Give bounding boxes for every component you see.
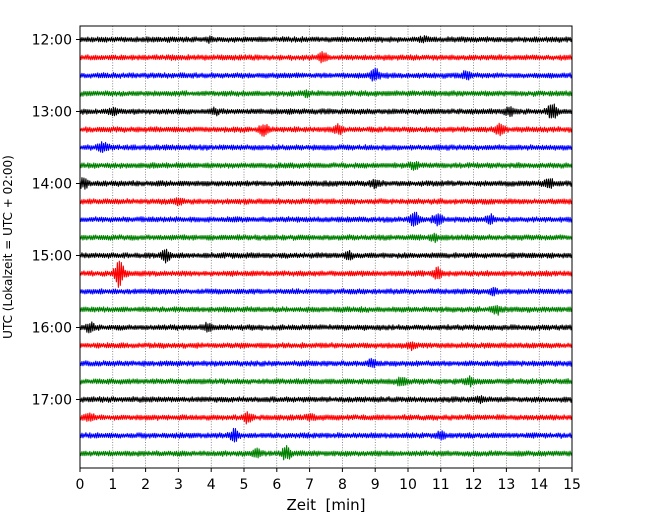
y-tick-label: 13:00 — [32, 105, 72, 121]
x-tick-label: 12 — [465, 477, 483, 493]
x-tick-label: 13 — [497, 477, 515, 493]
x-grid — [112, 26, 540, 468]
y-tick-label: 12:00 — [32, 33, 72, 49]
trace-1600 — [79, 321, 573, 334]
trace-1545 — [79, 304, 573, 316]
seismogram-traces — [79, 35, 573, 461]
trace-1215 — [79, 50, 573, 64]
trace-1500 — [79, 248, 573, 264]
x-tick-label: 9 — [371, 477, 380, 493]
trace-1445 — [79, 232, 573, 244]
y-tick-label: 15:00 — [32, 249, 72, 265]
trace-1730 — [79, 427, 573, 443]
trace-1615 — [79, 341, 573, 352]
x-tick-label: 11 — [432, 477, 450, 493]
x-tick-label: 6 — [272, 477, 281, 493]
y-tick-label: 14:00 — [32, 177, 72, 193]
x-tick-label: 5 — [240, 477, 249, 493]
trace-1645 — [79, 375, 573, 388]
x-tick-label: 10 — [399, 477, 417, 493]
trace-1515 — [79, 260, 573, 288]
y-tick-label: 17:00 — [32, 393, 72, 409]
x-tick-label: 4 — [207, 477, 216, 493]
x-tick-label: 2 — [141, 477, 150, 493]
trace-1700 — [79, 395, 573, 405]
trace-1530 — [79, 286, 573, 297]
x-tick-label: 14 — [530, 477, 548, 493]
trace-1230 — [79, 67, 573, 82]
trace-1300 — [79, 103, 573, 119]
y-tick-label: 16:00 — [32, 321, 72, 337]
x-tick-label: 0 — [76, 477, 85, 493]
x-axis-ticks: 0 1 2 3 4 5 6 7 8 9 10 11 12 13 14 15 — [76, 468, 581, 493]
x-axis-label: Zeit [min] — [286, 496, 365, 514]
trace-1330 — [79, 141, 573, 153]
x-tick-label: 1 — [108, 477, 117, 493]
x-tick-label: 8 — [338, 477, 347, 493]
trace-1630 — [79, 357, 573, 369]
trace-1315 — [79, 122, 573, 137]
plot-frame — [79, 25, 573, 469]
trace-1430 — [79, 211, 573, 227]
trace-1400 — [79, 177, 573, 190]
trace-1745 — [79, 445, 573, 461]
y-axis-ticks: 12:00 13:00 14:00 15:00 16:00 17:00 — [32, 33, 80, 409]
trace-1715 — [79, 411, 573, 425]
x-tick-label: 3 — [174, 477, 183, 493]
trace-1245 — [79, 89, 573, 99]
trace-1200 — [79, 35, 573, 44]
trace-1415 — [79, 197, 573, 207]
trace-1345 — [79, 160, 573, 171]
x-tick-label: 15 — [563, 477, 581, 493]
x-tick-label: 7 — [305, 477, 314, 493]
y-axis-label: UTC (Lokalzeit = UTC + 02:00) — [1, 155, 15, 339]
